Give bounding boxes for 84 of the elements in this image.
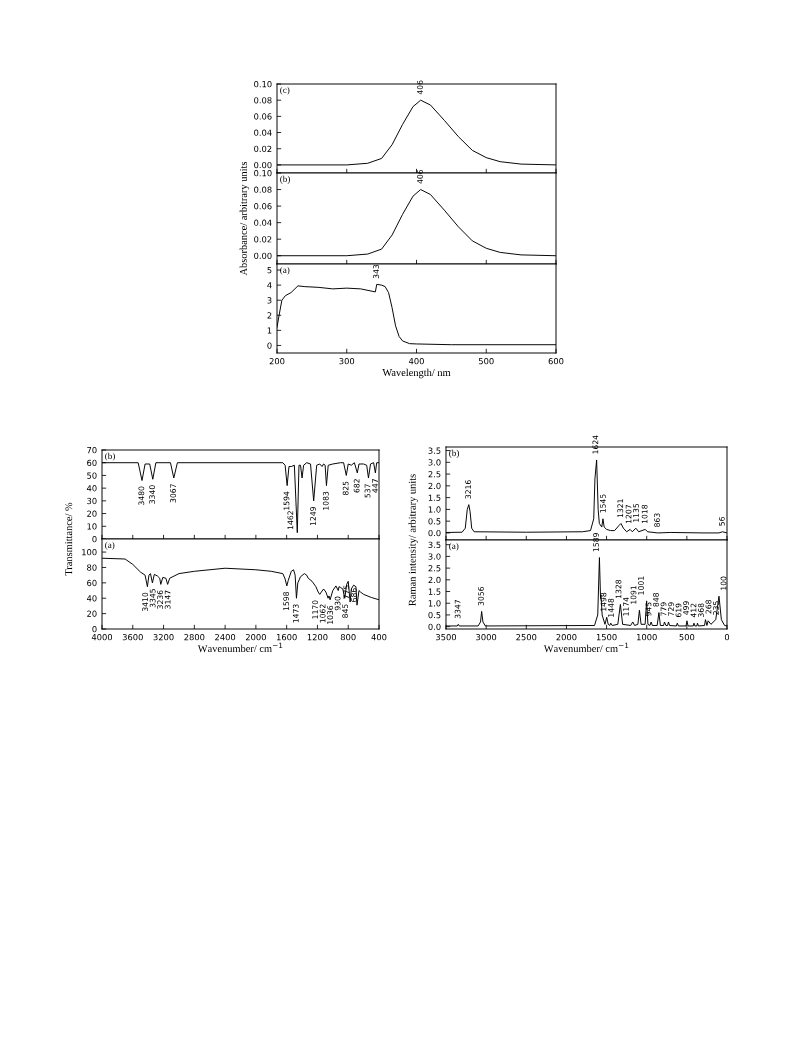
x-tick-label: 400 bbox=[408, 358, 424, 365]
y-tick-label: 0.08 bbox=[254, 186, 272, 193]
annotation: (c) bbox=[280, 86, 290, 95]
annotation: (a) bbox=[280, 266, 290, 275]
x-tick-label: 1200 bbox=[307, 634, 328, 641]
y-tick-label: 3.0 bbox=[428, 553, 441, 560]
x-tick-label: 2400 bbox=[215, 634, 236, 641]
y-tick-label: 1.5 bbox=[428, 494, 441, 501]
y-tick-label: 60 bbox=[87, 579, 97, 587]
y-axis-title: Raman intensity/ arbitrary units bbox=[408, 474, 418, 606]
y-tick-label: 20 bbox=[87, 510, 97, 517]
x-tick-label: 3600 bbox=[122, 634, 143, 641]
y-tick-label: 4 bbox=[267, 282, 272, 289]
annotation: (a) bbox=[105, 541, 115, 550]
y-tick-label: 0.00 bbox=[254, 161, 272, 169]
y-tick-label: 2.5 bbox=[428, 471, 441, 478]
y-tick-label: 0.10 bbox=[254, 80, 272, 88]
y-tick-label: 0.10 bbox=[254, 169, 272, 177]
y-tick-label: 2.0 bbox=[428, 576, 441, 584]
y-tick-label: 1.0 bbox=[428, 600, 441, 607]
x-axis-title: Wavenumber/ cm$^{−1}$ bbox=[197, 642, 283, 653]
y-tick-label: 0.04 bbox=[254, 129, 272, 136]
y-tick-label: 1.5 bbox=[428, 588, 441, 595]
y-tick-label: 0.5 bbox=[428, 611, 441, 619]
y-tick-label: 5 bbox=[267, 267, 272, 274]
y-tick-label: 2.5 bbox=[428, 565, 441, 572]
x-tick-label: 2800 bbox=[184, 634, 205, 641]
y-tick-label: 0.02 bbox=[254, 236, 272, 243]
x-tick-label: 3200 bbox=[153, 634, 174, 641]
x-tick-label: 3000 bbox=[476, 634, 497, 641]
x-tick-label: 1000 bbox=[637, 634, 657, 641]
x-tick-label: 400 bbox=[371, 634, 387, 641]
annotation: (b) bbox=[449, 449, 459, 458]
y-tick-label: 0 bbox=[92, 625, 97, 633]
x-tick-label: 3500 bbox=[436, 634, 457, 641]
y-tick-label: 0.08 bbox=[254, 97, 272, 104]
y-tick-label: 0.5 bbox=[428, 518, 441, 525]
x-tick-label: 800 bbox=[340, 634, 356, 641]
y-tick-label: 0.02 bbox=[254, 145, 272, 153]
x-axis-title: Wavenumber/ cm$^{−1}$ bbox=[543, 642, 629, 653]
y-tick-label: 0.0 bbox=[428, 529, 441, 537]
y-tick-label: 3.0 bbox=[428, 459, 441, 466]
y-tick-label: 60 bbox=[87, 459, 97, 466]
x-tick-label: 2000 bbox=[245, 634, 266, 641]
y-tick-label: 0 bbox=[92, 535, 97, 543]
y-tick-label: 0 bbox=[267, 342, 272, 349]
y-tick-label: 40 bbox=[86, 485, 97, 492]
y-axis-title: Absorbance/ arbitrary units bbox=[239, 161, 250, 276]
y-tick-label: 100 bbox=[82, 549, 97, 556]
y-tick-label: 10 bbox=[87, 523, 97, 530]
x-tick-label: 600 bbox=[548, 358, 564, 365]
y-tick-label: 3.5 bbox=[428, 447, 441, 454]
y-tick-label: 3 bbox=[267, 297, 272, 304]
y-tick-label: 0.0 bbox=[428, 623, 441, 630]
x-tick-label: 300 bbox=[339, 358, 355, 365]
x-tick-label: 2000 bbox=[556, 634, 577, 641]
x-tick-label: 2500 bbox=[516, 634, 537, 641]
y-tick-label: 0.04 bbox=[254, 219, 272, 226]
y-tick-label: 3.5 bbox=[428, 541, 441, 548]
y-tick-label: 20 bbox=[87, 610, 97, 617]
x-tick-label: 200 bbox=[269, 358, 285, 365]
y-tick-label: 50 bbox=[87, 472, 97, 479]
y-tick-label: 80 bbox=[87, 564, 97, 571]
x-tick-label: 4000 bbox=[91, 634, 113, 641]
y-tick-label: 30 bbox=[87, 497, 97, 505]
y-tick-label: 0.00 bbox=[254, 252, 272, 260]
x-axis-title: Wavelength/ nm bbox=[382, 368, 451, 379]
x-tick-label: 1500 bbox=[596, 634, 617, 641]
x-tick-label: 1600 bbox=[276, 634, 297, 641]
y-tick-label: 2 bbox=[267, 312, 272, 319]
y-tick-label: 70 bbox=[87, 446, 97, 454]
x-tick-label: 500 bbox=[478, 358, 494, 365]
y-tick-label: 1.0 bbox=[428, 506, 441, 513]
y-tick-label: 0.06 bbox=[254, 113, 272, 120]
y-tick-label: 0.06 bbox=[254, 203, 272, 210]
annotation: (b) bbox=[280, 175, 290, 184]
x-tick-label: 500 bbox=[679, 634, 695, 641]
x-tick-label: 0 bbox=[724, 634, 730, 641]
y-tick-label: 1 bbox=[267, 327, 272, 334]
annotation: (a) bbox=[449, 542, 459, 551]
y-axis-title: Transmittance/ % bbox=[65, 502, 73, 576]
annotation: (b) bbox=[105, 452, 115, 461]
y-tick-label: 2.0 bbox=[428, 482, 441, 490]
y-tick-label: 40 bbox=[86, 595, 97, 602]
